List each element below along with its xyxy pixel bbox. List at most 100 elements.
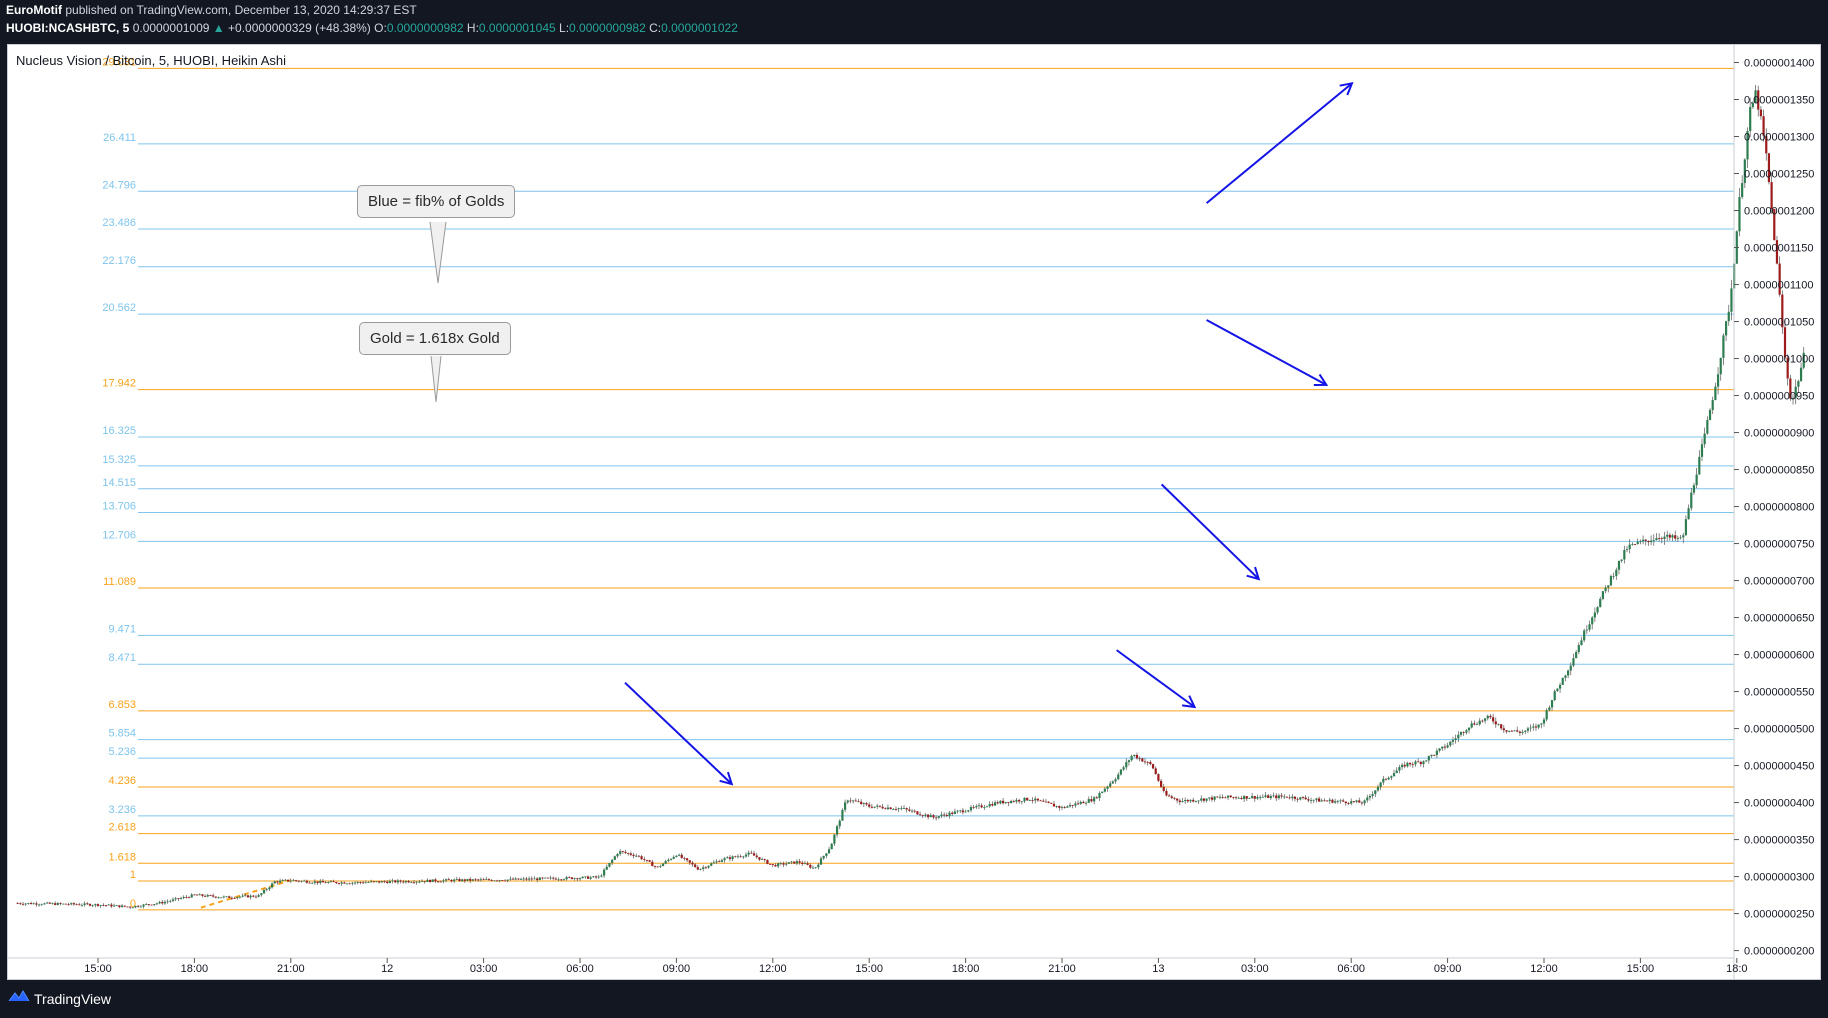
candle-down — [1047, 801, 1050, 803]
candle-up — [453, 879, 456, 882]
candle-up — [1553, 691, 1556, 701]
candle-down — [865, 803, 868, 805]
candle-up — [273, 881, 276, 884]
price-tick-label: 0.0000001050 — [1744, 317, 1814, 329]
candle-up — [862, 803, 865, 805]
candle-down — [1176, 798, 1179, 801]
price-tick-label: 0.0000001400 — [1744, 58, 1814, 70]
candle-down — [1518, 731, 1521, 733]
candle-up — [153, 904, 156, 905]
candle-down — [295, 880, 298, 881]
candle-up — [40, 904, 43, 906]
candle-up — [115, 905, 118, 907]
time-tick-label: 03:00 — [1241, 963, 1269, 975]
gold-callout[interactable]: Gold = 1.618x Gold — [359, 322, 511, 355]
candle-down — [1168, 795, 1171, 797]
fib-label-17.942: 17.942 — [102, 378, 136, 390]
candle-up — [163, 901, 167, 904]
candle-down — [718, 861, 721, 863]
candle-down — [477, 879, 480, 881]
candle-up — [519, 879, 523, 880]
candle-up — [270, 883, 274, 888]
candle-up — [1269, 796, 1272, 798]
price-chart[interactable]: 0 1 1.618 2.618 3.236 4.236 5.236 5.854 6.853 8.4… — [0, 0, 1828, 980]
candle-up — [1425, 760, 1428, 762]
candle-up — [731, 856, 734, 859]
tradingview-logo-icon[interactable] — [8, 988, 30, 1006]
candle-down — [752, 853, 756, 856]
candle-up — [329, 881, 333, 883]
time-axis[interactable]: 15:00 18:00 21:00 12 03:00 06:00 09:00 12:00 15:… — [8, 957, 1748, 975]
candle-down — [308, 882, 311, 884]
candle-down — [570, 877, 574, 880]
candle-up — [1711, 400, 1714, 410]
candle-down — [1326, 800, 1329, 802]
candle-down — [1775, 240, 1779, 264]
candle-up — [846, 800, 849, 803]
price-axis[interactable]: 0.0000000200 0.0000000250 0.0000000300 0.00… — [1733, 44, 1814, 980]
candle-up — [353, 882, 357, 884]
candle-down — [482, 879, 485, 881]
close-value: 0.0000001022 — [661, 21, 738, 35]
candle-down — [335, 882, 338, 884]
candle-up — [1441, 746, 1444, 749]
candle-down — [1411, 764, 1414, 766]
fib-levels: 0 1 1.618 2.618 3.236 4.236 5.236 5.854 6.853 8.4… — [102, 56, 1734, 911]
candle-down — [324, 882, 327, 884]
candle-down — [67, 904, 70, 906]
candle-up — [1117, 774, 1120, 780]
tradingview-brand[interactable]: TradingView — [34, 991, 112, 1007]
candle-down — [809, 864, 812, 868]
time-tick-label: 09:00 — [663, 963, 691, 975]
candle-up — [1703, 433, 1706, 445]
price-tick-label: 0.0000000750 — [1744, 539, 1814, 551]
candle-up — [1376, 787, 1380, 791]
candle-down — [1154, 768, 1157, 775]
candle-up — [1055, 805, 1058, 807]
candle-up — [1336, 800, 1339, 802]
candle-up — [222, 896, 225, 898]
candle-up — [1639, 541, 1642, 543]
candle-up — [56, 903, 59, 905]
candle-down — [1770, 182, 1773, 209]
candle-down — [576, 878, 579, 880]
candle-down — [1307, 799, 1310, 801]
candle-up — [742, 856, 745, 858]
candle-up — [841, 809, 844, 821]
candle-up — [313, 881, 316, 883]
candle-up — [827, 849, 831, 854]
candle-up — [220, 897, 223, 899]
price-tick-label: 0.0000000800 — [1744, 502, 1814, 514]
candle-up — [1098, 793, 1101, 799]
candle-down — [627, 853, 630, 854]
candle-up — [1521, 731, 1524, 733]
candle-down — [854, 800, 857, 802]
candle-down — [1224, 797, 1227, 799]
candle-up — [27, 903, 30, 904]
candle-up — [1612, 576, 1615, 577]
candle-up — [1371, 794, 1374, 796]
candle-up — [1556, 688, 1559, 692]
candle-up — [367, 882, 370, 884]
price-tick-label: 0.0000000900 — [1744, 428, 1814, 440]
blue-callout[interactable]: Blue = fib% of Golds — [357, 185, 516, 218]
candle-down — [228, 896, 231, 898]
candle-down — [1344, 801, 1347, 804]
candle-up — [174, 898, 177, 900]
candle-down — [857, 801, 860, 803]
author-name[interactable]: EuroMotif — [6, 3, 62, 17]
candle-down — [1492, 717, 1495, 722]
candle-up — [410, 882, 413, 884]
candle-up — [1251, 796, 1254, 798]
candle-up — [493, 880, 496, 882]
candle-down — [1058, 805, 1061, 808]
price-tick-label: 0.0000000600 — [1744, 650, 1814, 662]
candle-down — [651, 861, 654, 867]
candle-down — [1071, 804, 1074, 806]
candle-down — [1789, 378, 1792, 399]
candle-down — [1165, 790, 1168, 796]
candle-down — [348, 883, 351, 885]
candle-up — [370, 881, 373, 883]
candle-up — [1111, 781, 1114, 784]
candle-down — [1202, 798, 1206, 801]
